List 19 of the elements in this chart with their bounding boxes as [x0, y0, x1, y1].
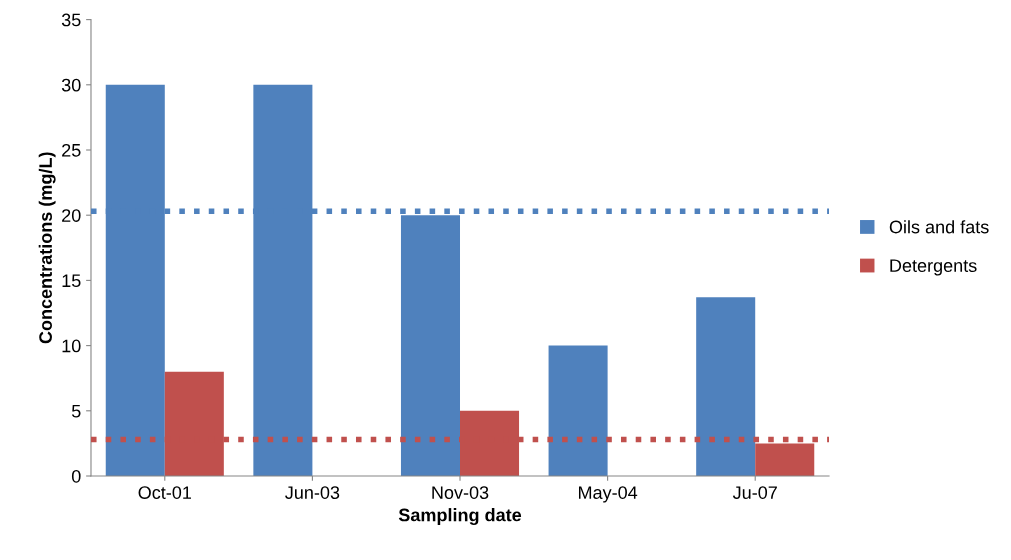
y-tick-label: 0 [71, 469, 81, 483]
x-tick-label: May-04 [578, 486, 638, 503]
bar [696, 297, 756, 476]
y-axis-title: Concentrations (mg/L) [38, 152, 56, 344]
y-tick-label: 5 [71, 404, 81, 418]
y-tick-label: 35 [61, 13, 81, 27]
x-axis-title: Sampling date [398, 508, 522, 526]
y-tick-label: 20 [62, 209, 81, 222]
y-tick-label: 10 [62, 339, 81, 353]
y-tick-label: 30 [61, 78, 81, 92]
x-tick-label: Nov-03 [432, 486, 489, 499]
y-tick-label: 15 [62, 274, 81, 288]
x-tick-label: Oct-01 [138, 486, 192, 499]
x-tick-label: Ju-07 [732, 486, 777, 499]
legend-label: Oils and fats [889, 220, 989, 234]
x-tick-label: Jun-03 [285, 486, 340, 499]
bar [548, 345, 608, 476]
y-tick-label: 25 [62, 143, 81, 157]
legend-label: Detergents [890, 259, 977, 276]
